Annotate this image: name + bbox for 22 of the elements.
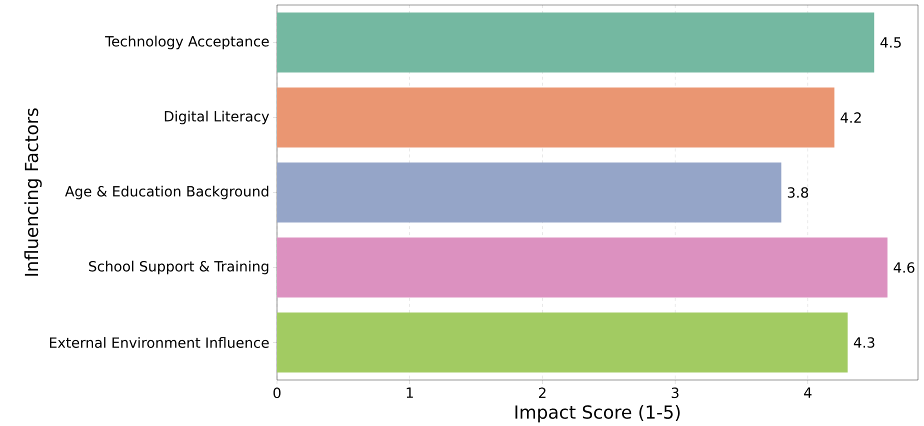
bar (277, 12, 874, 73)
y-tick-label: Digital Literacy (164, 110, 270, 124)
bar (277, 238, 888, 298)
y-axis-title: Influencing Factors (24, 108, 42, 276)
y-tick-label: Technology Acceptance (105, 36, 269, 50)
x-axis-title: Impact Score (1-5) (515, 404, 680, 422)
y-tick-label: External Environment Influence (50, 337, 269, 348)
x-tick-label: 4 (804, 388, 812, 398)
x-tick-label: 0 (273, 388, 281, 398)
x-tick-label: 3 (672, 388, 678, 398)
y-tick-label: School Support & Training (89, 260, 268, 274)
data-label: 3.8 (788, 187, 808, 198)
bar (277, 88, 834, 148)
x-tick-label: 1 (406, 388, 413, 398)
data-label: 4.5 (880, 37, 901, 48)
data-label: 4.2 (840, 112, 861, 123)
bar (277, 312, 848, 373)
x-tick-label: 2 (539, 388, 546, 398)
data-label: 4.6 (894, 262, 914, 273)
bar (277, 162, 782, 223)
y-tick-label: Age & Education Background (65, 186, 268, 200)
data-label: 4.3 (854, 337, 874, 348)
